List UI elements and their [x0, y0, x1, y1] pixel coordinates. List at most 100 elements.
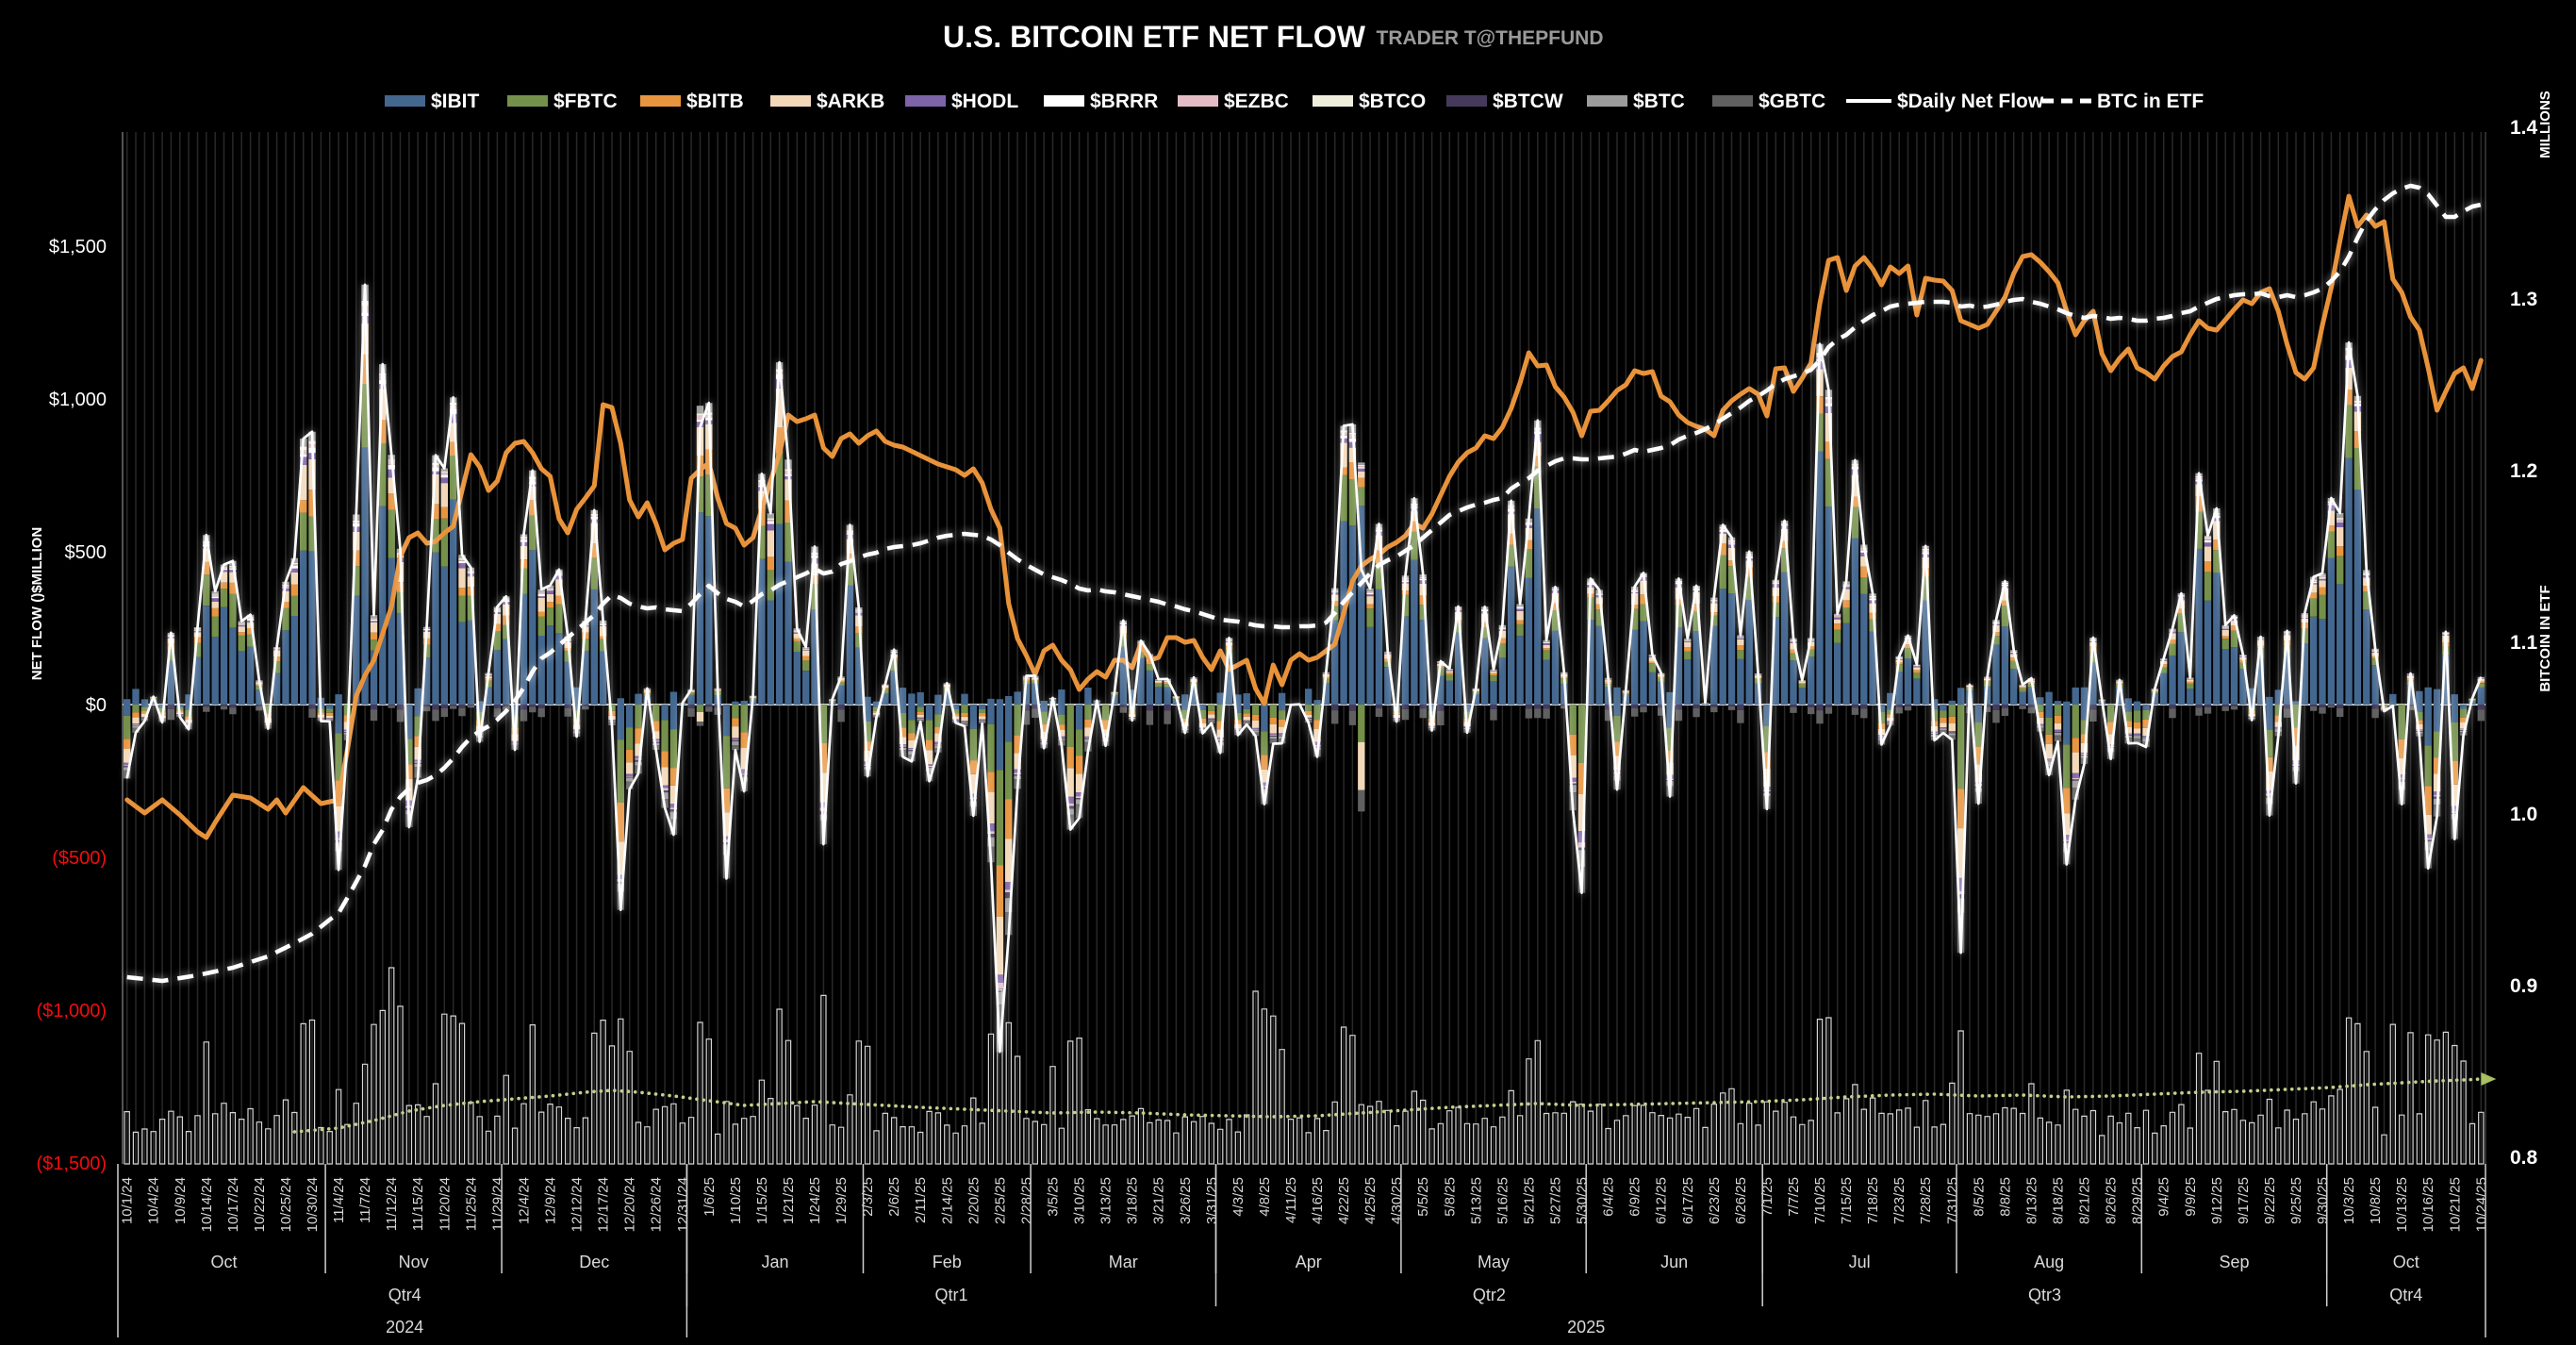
svg-text:Jan: Jan: [761, 1253, 788, 1271]
svg-text:10/3/25: 10/3/25: [2341, 1177, 2357, 1224]
svg-text:9/9/25: 9/9/25: [2183, 1177, 2199, 1217]
svg-text:7/23/25: 7/23/25: [1891, 1177, 1907, 1224]
svg-text:12/20/24: 12/20/24: [622, 1177, 638, 1232]
svg-text:11/12/24: 11/12/24: [384, 1177, 400, 1231]
svg-text:5/16/25: 5/16/25: [1494, 1177, 1511, 1224]
svg-text:Qtr2: Qtr2: [1473, 1286, 1506, 1304]
svg-text:$BTCW: $BTCW: [1493, 91, 1563, 112]
svg-text:4/30/25: 4/30/25: [1389, 1177, 1405, 1224]
svg-text:1.0: 1.0: [2510, 804, 2537, 825]
svg-text:$1,000: $1,000: [49, 390, 107, 410]
svg-text:Qtr1: Qtr1: [934, 1286, 967, 1304]
svg-text:4/3/25: 4/3/25: [1230, 1177, 1247, 1217]
svg-text:$ARKB: $ARKB: [817, 91, 884, 112]
svg-text:BITCOIN IN ETF: BITCOIN IN ETF: [2537, 585, 2553, 691]
svg-text:Oct: Oct: [2393, 1253, 2419, 1271]
svg-text:$IBIT: $IBIT: [431, 91, 480, 112]
svg-text:Nov: Nov: [399, 1253, 429, 1271]
svg-text:9/30/25: 9/30/25: [2315, 1177, 2331, 1224]
svg-text:7/15/25: 7/15/25: [1839, 1177, 1855, 1224]
svg-text:NET FLOW ()$MILLION: NET FLOW ()$MILLION: [29, 527, 45, 680]
svg-text:10/16/25: 10/16/25: [2420, 1177, 2436, 1232]
svg-text:11/4/24: 11/4/24: [331, 1177, 347, 1223]
svg-text:4/22/25: 4/22/25: [1336, 1177, 1352, 1224]
svg-text:$EZBC: $EZBC: [1224, 91, 1289, 112]
svg-text:12/31/24: 12/31/24: [675, 1177, 691, 1232]
svg-text:2/20/25: 2/20/25: [966, 1177, 982, 1224]
svg-text:Qtr4: Qtr4: [388, 1286, 421, 1304]
svg-text:9/22/25: 9/22/25: [2262, 1177, 2278, 1224]
svg-text:3/21/25: 3/21/25: [1151, 1177, 1167, 1224]
svg-text:0.9: 0.9: [2510, 975, 2537, 997]
svg-text:Jul: Jul: [1849, 1253, 1871, 1271]
svg-text:8/21/25: 8/21/25: [2077, 1177, 2093, 1224]
svg-text:10/9/24: 10/9/24: [173, 1177, 189, 1224]
svg-text:6/17/25: 6/17/25: [1680, 1177, 1696, 1224]
svg-text:5/8/25: 5/8/25: [1442, 1177, 1458, 1217]
svg-text:8/13/25: 8/13/25: [2023, 1177, 2039, 1224]
svg-text:8/5/25: 8/5/25: [1971, 1177, 1987, 1217]
svg-text:3/31/25: 3/31/25: [1204, 1177, 1220, 1224]
svg-text:Qtr3: Qtr3: [2028, 1286, 2061, 1304]
svg-text:11/20/24: 11/20/24: [437, 1177, 453, 1231]
svg-text:3/13/25: 3/13/25: [1098, 1177, 1115, 1224]
svg-text:4/25/25: 4/25/25: [1362, 1177, 1379, 1224]
svg-text:($1,000): ($1,000): [37, 1001, 107, 1021]
svg-text:Dec: Dec: [579, 1253, 609, 1271]
svg-text:10/14/24: 10/14/24: [199, 1177, 215, 1232]
svg-text:$BTCO: $BTCO: [1359, 91, 1426, 112]
svg-text:8/18/25: 8/18/25: [2051, 1177, 2067, 1224]
svg-text:TRADER T@THEPFUND: TRADER T@THEPFUND: [1377, 27, 1604, 49]
svg-text:Mar: Mar: [1109, 1253, 1138, 1271]
svg-text:9/25/25: 9/25/25: [2288, 1177, 2304, 1224]
svg-text:2/3/25: 2/3/25: [860, 1177, 876, 1217]
svg-text:5/21/25: 5/21/25: [1521, 1177, 1537, 1224]
svg-text:6/4/25: 6/4/25: [1601, 1177, 1617, 1217]
svg-text:10/22/24: 10/22/24: [252, 1177, 268, 1232]
svg-text:1/6/25: 1/6/25: [702, 1177, 718, 1217]
svg-text:1.1: 1.1: [2510, 632, 2538, 654]
svg-text:MILLIONS: MILLIONS: [2537, 91, 2553, 158]
svg-text:Oct: Oct: [210, 1253, 237, 1271]
svg-text:1.3: 1.3: [2510, 289, 2537, 310]
svg-text:Jun: Jun: [1660, 1253, 1688, 1271]
svg-text:7/7/25: 7/7/25: [1786, 1177, 1802, 1217]
svg-text:10/30/24: 10/30/24: [305, 1177, 321, 1232]
svg-text:10/25/24: 10/25/24: [278, 1177, 294, 1232]
svg-text:10/13/25: 10/13/25: [2394, 1177, 2410, 1232]
svg-text:12/12/24: 12/12/24: [570, 1177, 586, 1232]
svg-text:$GBTC: $GBTC: [1759, 91, 1825, 112]
svg-text:5/30/25: 5/30/25: [1575, 1177, 1591, 1224]
svg-text:Apr: Apr: [1296, 1253, 1322, 1271]
svg-text:U.S. BITCOIN ETF NET FLOW: U.S. BITCOIN ETF NET FLOW: [943, 20, 1366, 54]
svg-text:$HODL: $HODL: [951, 91, 1018, 112]
svg-text:1.4: 1.4: [2510, 117, 2538, 139]
svg-text:2/28/25: 2/28/25: [1019, 1177, 1035, 1224]
svg-text:10/21/25: 10/21/25: [2447, 1177, 2463, 1232]
svg-text:$500: $500: [65, 542, 107, 563]
svg-text:1/10/25: 1/10/25: [728, 1177, 744, 1224]
svg-text:$Daily Net Flow: $Daily Net Flow: [1897, 91, 2044, 112]
svg-text:9/12/25: 9/12/25: [2209, 1177, 2225, 1224]
svg-text:9/4/25: 9/4/25: [2156, 1177, 2172, 1217]
svg-text:7/1/25: 7/1/25: [1759, 1177, 1775, 1217]
svg-text:10/8/25: 10/8/25: [2368, 1177, 2384, 1224]
svg-text:7/10/25: 7/10/25: [1812, 1177, 1828, 1224]
svg-text:3/26/25: 3/26/25: [1178, 1177, 1194, 1224]
svg-text:1/29/25: 1/29/25: [834, 1177, 850, 1224]
svg-text:$FBTC: $FBTC: [553, 91, 618, 112]
svg-text:May: May: [1478, 1253, 1510, 1271]
svg-text:3/5/25: 3/5/25: [1046, 1177, 1062, 1217]
svg-text:8/29/25: 8/29/25: [2130, 1177, 2146, 1224]
svg-text:11/25/24: 11/25/24: [463, 1177, 479, 1231]
svg-text:2/14/25: 2/14/25: [939, 1177, 955, 1224]
svg-text:$BTC: $BTC: [1633, 91, 1685, 112]
svg-text:1/15/25: 1/15/25: [754, 1177, 770, 1224]
svg-text:Qtr4: Qtr4: [2389, 1286, 2422, 1304]
svg-text:2/11/25: 2/11/25: [913, 1177, 929, 1223]
svg-text:2025: 2025: [1567, 1318, 1605, 1337]
svg-text:2/25/25: 2/25/25: [992, 1177, 1008, 1224]
svg-text:11/7/24: 11/7/24: [357, 1177, 373, 1223]
svg-text:4/8/25: 4/8/25: [1257, 1177, 1273, 1217]
svg-text:$0: $0: [86, 695, 107, 716]
